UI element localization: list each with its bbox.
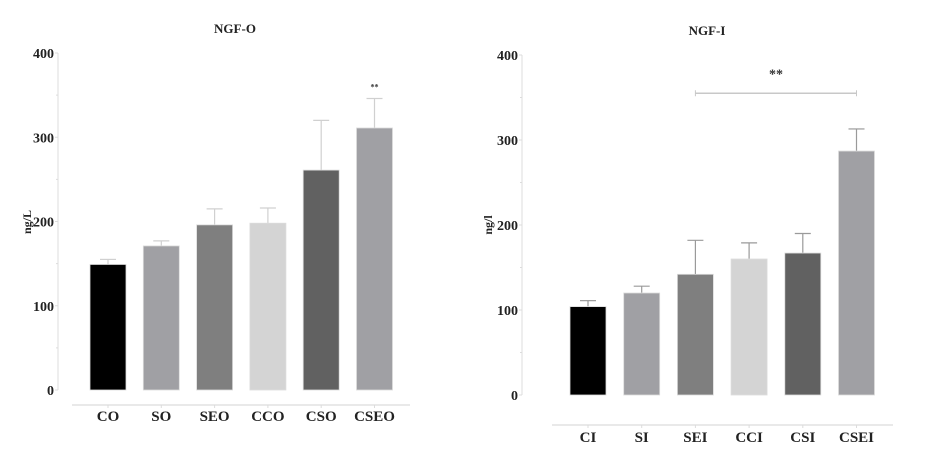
x-tick-label: SEI	[683, 430, 707, 446]
y-tick-label: 400	[497, 49, 518, 64]
bar-sei	[677, 273, 714, 396]
bar-co	[89, 264, 127, 391]
x-tick-label: CI	[580, 430, 597, 446]
y-tick-label: 200	[497, 219, 518, 234]
chart-ngf-i: NGF-I ng/l 0 100 200 300 400 CI SI SEI CCI CSI CSE…	[481, 23, 893, 446]
y-axis-label: ng/L	[20, 210, 34, 234]
bar-so	[142, 245, 180, 391]
y-axis-label: ng/l	[481, 215, 495, 235]
x-tick-label: CSEI	[839, 430, 874, 446]
x-tick-label: SEO	[200, 409, 230, 425]
y-tick-label: 300	[497, 134, 518, 149]
bar-cci	[730, 258, 768, 396]
x-tick-label: CSO	[306, 409, 337, 425]
bar-csei	[838, 150, 875, 396]
bar-si	[623, 292, 661, 396]
y-tick-label: 400	[33, 47, 54, 62]
chart-title: NGF-I	[689, 23, 726, 38]
y-tick-label: 300	[33, 131, 54, 146]
bar-seo	[196, 224, 234, 391]
bar-csi	[784, 252, 822, 396]
bar-cso	[302, 169, 340, 391]
bar-cco	[249, 222, 287, 391]
x-tick-label: CCO	[251, 409, 284, 425]
chart-ngf-o: NGF-O ng/L 0 100 200 300 400 CO SO SEO CCO CSO CSE…	[20, 21, 410, 425]
x-tick-label: CO	[97, 409, 120, 425]
y-tick-label: 0	[511, 389, 518, 404]
x-tick-label: SO	[151, 409, 171, 425]
y-tick-label: 0	[47, 384, 54, 399]
y-tick-label: 100	[33, 300, 54, 315]
y-tick-label: 100	[497, 304, 518, 319]
x-tick-label: CSEO	[354, 409, 395, 425]
chart-title: NGF-O	[214, 21, 256, 36]
bar-ci	[569, 306, 607, 396]
significance-label: **	[769, 67, 783, 82]
x-tick-label: CSI	[790, 430, 815, 446]
y-tick-label: 200	[33, 216, 54, 231]
x-tick-label: SI	[635, 430, 649, 446]
x-tick-label: CCI	[735, 430, 763, 446]
bar-cseo	[356, 127, 393, 391]
significance-label: **	[371, 82, 379, 91]
